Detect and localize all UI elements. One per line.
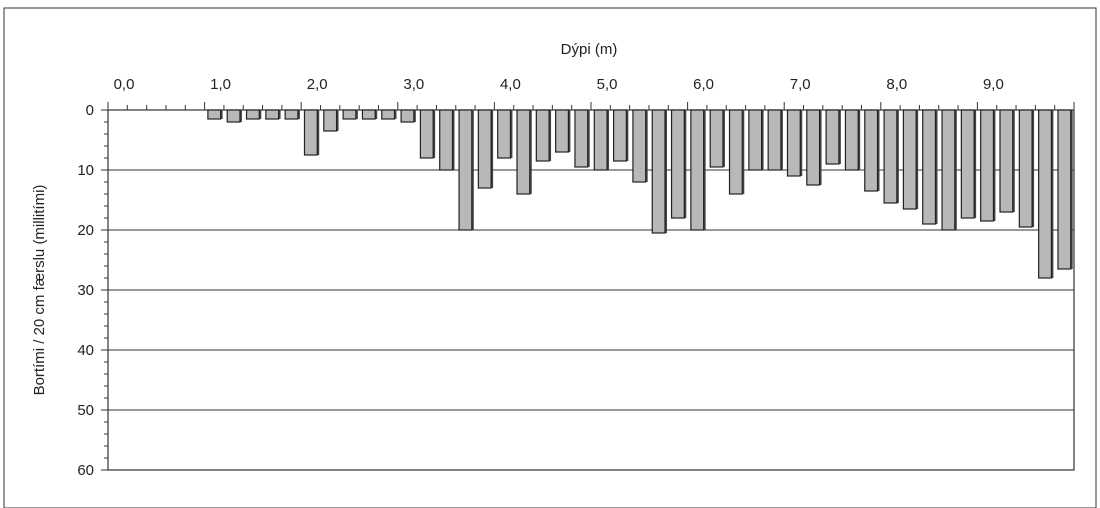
x-tick-label: 6,0 — [693, 76, 714, 93]
bar — [574, 109, 589, 168]
plot-area: 0 10 20 30 40 50 60 0,0 1,0 2,0 3,0 4,0 5,0 6,0 7,0 8,… — [77, 76, 1075, 479]
y-tick-label: 10 — [77, 162, 94, 179]
x-tick-label: 8,0 — [886, 76, 907, 93]
bar — [670, 109, 685, 219]
bar — [535, 109, 550, 162]
y-tick-label: 50 — [77, 402, 94, 419]
x-axis-ticks: 0,0 1,0 2,0 3,0 4,0 5,0 6,0 7,0 8,0 9,0 — [107, 76, 1075, 110]
bar — [381, 109, 396, 120]
bar — [497, 109, 512, 159]
bar — [613, 109, 627, 162]
bar — [999, 109, 1014, 213]
y-tick-label: 20 — [77, 222, 94, 239]
x-tick-label: 5,0 — [597, 76, 618, 93]
bar — [458, 109, 473, 231]
bar — [323, 109, 338, 132]
bar — [844, 109, 859, 171]
bar — [1038, 109, 1052, 279]
bar — [1018, 109, 1033, 228]
x-tick-label: 4,0 — [500, 76, 521, 93]
bar — [864, 109, 879, 192]
bar — [728, 109, 743, 195]
x-tick-label: 3,0 — [403, 76, 424, 93]
bar — [922, 109, 937, 225]
bar — [1057, 109, 1072, 270]
bar-series — [207, 109, 1073, 279]
bar — [419, 109, 434, 159]
bar — [902, 109, 917, 210]
x-tick-label: 0,0 — [114, 76, 135, 93]
bar — [651, 109, 666, 234]
bar — [709, 109, 724, 168]
y-axis-ticks: 0 10 20 30 40 50 60 — [77, 102, 108, 479]
bar — [477, 109, 492, 189]
bar — [439, 109, 454, 171]
outer-border — [3, 7, 1097, 508]
bar — [825, 109, 840, 165]
bar — [767, 109, 782, 171]
bar — [342, 109, 357, 120]
x-tick-label: 2,0 — [307, 76, 328, 93]
x-tick-label: 1,0 — [210, 76, 231, 93]
bar — [361, 109, 376, 120]
bar — [786, 109, 801, 177]
y-axis-title: Bortími / 20 cm færslu (millitími) — [31, 185, 48, 396]
bar — [883, 109, 898, 204]
x-tick-label: 7,0 — [790, 76, 811, 93]
bar — [690, 109, 705, 231]
bar — [400, 109, 415, 123]
bar — [303, 109, 318, 156]
x-tick-label: 9,0 — [983, 76, 1004, 93]
y-tick-label: 0 — [86, 102, 94, 119]
y-tick-label: 40 — [77, 342, 94, 359]
bar — [960, 109, 975, 219]
bar — [748, 109, 763, 171]
bar — [284, 109, 299, 120]
x-axis-title: Dýpi (m) — [561, 41, 618, 58]
bar — [207, 109, 222, 120]
bar — [245, 109, 260, 120]
bar — [632, 109, 647, 183]
y-tick-label: 60 — [77, 462, 94, 479]
bar — [516, 109, 531, 195]
bar — [593, 109, 608, 171]
bar — [226, 109, 241, 123]
bar — [941, 109, 956, 231]
bar — [980, 109, 995, 222]
bar — [555, 109, 569, 153]
bar — [806, 109, 821, 186]
y-tick-label: 30 — [77, 282, 94, 299]
bar — [265, 109, 280, 120]
